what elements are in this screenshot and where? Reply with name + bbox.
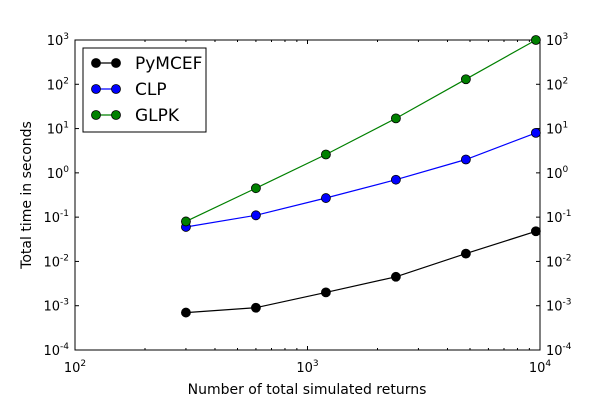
legend-marker <box>91 84 101 94</box>
series-pymcef <box>181 226 541 318</box>
data-point <box>251 210 261 221</box>
data-point <box>530 226 541 237</box>
data-point <box>321 149 331 160</box>
x-tick-label: 104 <box>529 359 552 376</box>
legend-marker <box>111 58 121 68</box>
data-point <box>321 193 331 203</box>
y-tick-label-right: 100 <box>546 165 569 182</box>
legend-label: PyMCEF <box>135 54 202 74</box>
y-tick-label-left: 100 <box>47 165 70 182</box>
y-tick-label-left: 102 <box>47 76 69 93</box>
legend-item-clp: CLP <box>91 80 167 100</box>
data-point <box>321 287 331 298</box>
data-point <box>460 74 471 85</box>
y-tick-label-left: 101 <box>47 121 69 138</box>
x-axis-title: Number of total simulated returns <box>188 382 427 398</box>
x-tick-label: 102 <box>64 359 86 376</box>
data-point <box>390 113 401 124</box>
y-tick-label-right: 10-1 <box>546 209 572 226</box>
series-line <box>185 132 537 228</box>
data-point <box>460 154 471 165</box>
series-line <box>185 39 537 222</box>
legend-marker <box>111 110 121 120</box>
legend-marker <box>111 84 121 94</box>
legend-label: CLP <box>135 80 167 100</box>
data-point <box>530 35 541 45</box>
y-axis-title: Total time in seconds <box>19 121 35 270</box>
y-tick-label-left: 10-1 <box>43 209 69 226</box>
legend: PyMCEF CLP GLPK <box>82 47 207 133</box>
legend-item-pymcef: PyMCEF <box>91 54 202 74</box>
x-tick-label: 103 <box>296 359 318 376</box>
data-point <box>251 183 261 194</box>
data-point <box>181 216 191 227</box>
y-tick-label-left: 103 <box>47 32 69 49</box>
y-tick-label-left: 10-2 <box>43 253 69 270</box>
legend-label: GLPK <box>135 106 180 126</box>
y-tick-label-right: 102 <box>546 76 568 93</box>
y-tick-label-right: 10-2 <box>546 253 572 270</box>
data-point <box>390 271 401 282</box>
legend-item-glpk: GLPK <box>91 106 180 126</box>
series-line <box>185 230 537 314</box>
series-glpk <box>181 35 541 227</box>
legend-marker <box>91 58 101 68</box>
legend-marker <box>91 110 101 120</box>
y-tick-label-left: 10-3 <box>43 298 69 315</box>
y-tick-label-right: 10-3 <box>546 298 572 315</box>
y-tick-label-right: 101 <box>546 121 568 138</box>
data-point <box>181 307 191 318</box>
data-point <box>460 248 471 259</box>
data-point <box>390 174 401 185</box>
legend-box <box>82 47 207 133</box>
data-point <box>530 127 541 138</box>
y-tick-label-right: 10-4 <box>546 342 572 359</box>
series-clp <box>181 127 541 232</box>
y-tick-label-right: 103 <box>546 32 568 49</box>
data-point <box>251 302 261 313</box>
y-tick-label-left: 10-4 <box>43 342 69 359</box>
